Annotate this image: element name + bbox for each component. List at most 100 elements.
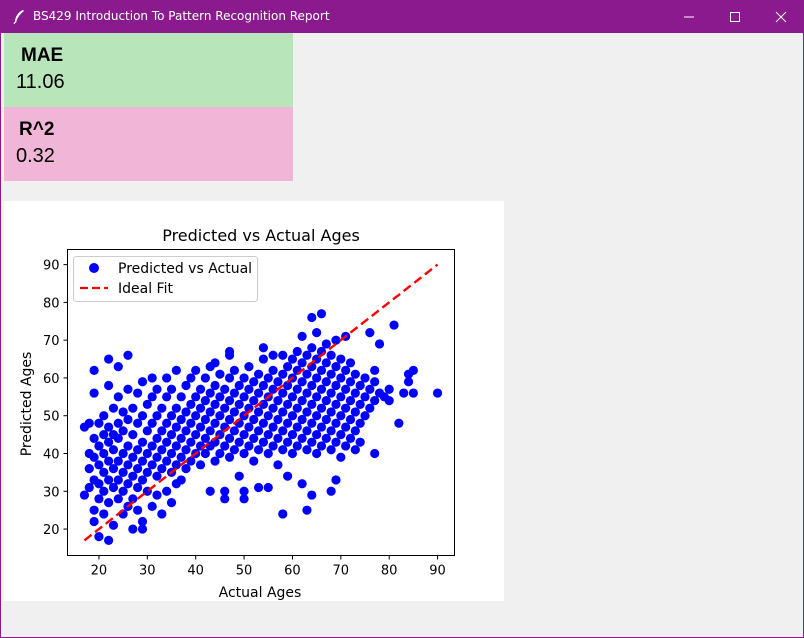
scatter-point <box>370 396 380 406</box>
scatter-point <box>365 384 375 394</box>
scatter-point <box>162 486 172 496</box>
scatter-point <box>278 369 288 379</box>
scatter-point <box>99 448 109 459</box>
scatter-point <box>297 396 307 406</box>
y-tick-label: 70 <box>43 334 60 349</box>
scatter-point <box>220 494 230 504</box>
scatter-point <box>113 362 123 372</box>
scatter-point <box>394 418 404 428</box>
scatter-point <box>229 388 239 398</box>
scatter-point <box>263 430 273 440</box>
scatter-point <box>239 448 249 459</box>
scatter-point <box>302 407 312 417</box>
scatter-point <box>224 433 235 443</box>
scatter-point <box>113 418 123 428</box>
scatter-point <box>341 422 351 432</box>
scatter-point <box>297 414 307 425</box>
scatter-point <box>108 464 119 474</box>
scatter-point <box>162 437 172 447</box>
scatter-point <box>283 471 293 481</box>
scatter-point <box>113 475 123 485</box>
scatter-point <box>326 388 336 398</box>
r2-panel: R^2 0.32 <box>4 107 293 181</box>
scatter-point <box>234 437 244 447</box>
scatter-point <box>94 441 104 451</box>
scatter-point <box>137 437 148 447</box>
scatter-point <box>331 362 341 372</box>
minimize-button[interactable] <box>666 0 712 33</box>
scatter-point <box>89 433 99 443</box>
scatter-point <box>123 460 133 470</box>
scatter-point <box>229 426 239 436</box>
scatter-point <box>171 365 181 375</box>
scatter-point <box>220 384 230 394</box>
scatter-point <box>268 403 278 413</box>
scatter-point <box>210 380 220 391</box>
scatter-point <box>84 482 94 493</box>
scatter-point <box>181 426 191 436</box>
scatter-point <box>128 494 138 504</box>
scatter-point <box>331 437 341 447</box>
scatter-point <box>345 414 356 425</box>
scatter-point <box>360 373 370 383</box>
scatter-point <box>171 441 181 451</box>
scatter-point <box>224 373 235 383</box>
scatter-point <box>181 445 191 455</box>
scatter-point <box>157 426 167 436</box>
scatter-point <box>287 411 298 421</box>
scatter-point <box>89 365 99 375</box>
scatter-point <box>336 452 346 462</box>
scatter-point <box>307 490 317 500</box>
scatter-point <box>312 328 322 338</box>
scatter-point <box>191 392 201 402</box>
legend-box <box>73 256 258 302</box>
scatter-point <box>297 433 307 443</box>
y-tick-label: 60 <box>43 372 60 387</box>
scatter-point <box>312 392 322 402</box>
scatter-point <box>249 414 259 425</box>
scatter-point <box>104 380 114 391</box>
close-button[interactable] <box>758 0 804 33</box>
scatter-point <box>345 433 356 443</box>
scatter-point <box>123 479 133 489</box>
scatter-point <box>234 399 244 409</box>
scatter-point <box>99 430 109 440</box>
legend-label-line: Ideal Fit <box>118 281 173 297</box>
scatter-point <box>273 396 283 406</box>
scatter-point <box>360 411 370 421</box>
scatter-point <box>205 388 215 398</box>
scatter-point <box>104 354 114 364</box>
scatter-point <box>108 445 119 455</box>
scatter-point <box>331 335 341 345</box>
x-tick-label: 50 <box>236 564 253 579</box>
scatter-point <box>316 365 327 375</box>
scatter-point <box>142 448 152 459</box>
scatter-point <box>147 373 157 383</box>
scatter-point <box>137 377 148 387</box>
scatter-point <box>186 399 196 409</box>
scatter-point <box>345 396 356 406</box>
scatter-point <box>142 426 152 436</box>
scatter-point <box>283 399 293 409</box>
scatter-point <box>287 354 298 364</box>
scatter-point <box>123 414 133 425</box>
scatter-point <box>321 377 331 387</box>
scatter-point <box>176 433 186 443</box>
scatter-point <box>278 350 288 360</box>
scatter-point <box>162 392 172 402</box>
maximize-button[interactable] <box>712 0 758 33</box>
scatter-point <box>152 433 162 443</box>
scatter-point <box>123 384 133 394</box>
scatter-point <box>249 396 259 406</box>
scatter-point <box>113 433 123 443</box>
scatter-point <box>152 411 162 421</box>
y-tick-label: 80 <box>43 296 60 311</box>
scatter-point <box>249 433 259 443</box>
scatter-point <box>166 448 177 459</box>
scatter-point <box>137 411 148 421</box>
scatter-point <box>263 448 273 459</box>
title-bar[interactable]: BS429 Introduction To Pattern Recognitio… <box>1 0 804 33</box>
plot-frame <box>67 249 455 556</box>
scatter-point <box>94 418 104 428</box>
scatter-point <box>84 464 94 474</box>
